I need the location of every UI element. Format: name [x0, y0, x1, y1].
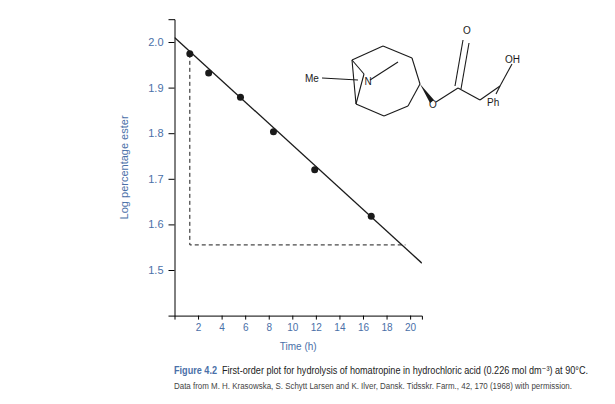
atom-label: O [429, 99, 437, 110]
y-axis: 1.5 1.6 1.7 1.8 1.9 2.0 [148, 20, 175, 316]
figure-label: Figure 4.2 [174, 364, 217, 376]
x-tick-label: 2 [196, 322, 202, 333]
y-tick-label: 2.0 [148, 36, 163, 48]
atom-label: OH [505, 54, 520, 65]
x-tick-label: 18 [381, 322, 393, 333]
x-axis: 2 4 6 8 10 12 14 16 18 20 [175, 316, 422, 333]
y-tick-label: 1.8 [148, 127, 163, 139]
bond [384, 106, 408, 116]
bond [500, 64, 512, 86]
title: First-order plot for hydrolysis of homat… [222, 364, 588, 376]
y-tick-mark [169, 179, 175, 180]
x-axis-title: Time (h) [280, 341, 317, 352]
y-axis-line [169, 20, 176, 316]
atom-label: O [463, 25, 471, 36]
bond [356, 74, 364, 104]
x-tick-label: 14 [334, 322, 346, 333]
y-tick: 1.7 [148, 173, 174, 185]
x-tick-mark [363, 316, 364, 320]
y-tick: 1.9 [148, 82, 174, 94]
y-tick: 1.8 [148, 127, 174, 139]
bond [412, 58, 420, 84]
plot-area [175, 37, 422, 263]
y-tick-mark [169, 270, 175, 271]
y-tick: 1.6 [148, 218, 174, 230]
x-tick-label: 16 [358, 322, 370, 333]
x-tick-label: 20 [405, 322, 417, 333]
bond [480, 94, 486, 100]
x-tick-label: 8 [266, 322, 272, 333]
x-tick: 10 [287, 316, 299, 333]
bond [408, 84, 420, 106]
bond [455, 40, 463, 86]
guide-line [190, 54, 406, 245]
y-tick-mark [169, 42, 175, 43]
x-tick-mark [198, 316, 199, 320]
y-tick-label: 1.7 [148, 173, 163, 185]
x-tick: 20 [405, 316, 417, 333]
atom-label: N [364, 76, 371, 87]
x-tick: 16 [358, 316, 370, 333]
x-axis-line [175, 316, 422, 320]
atom-label: Ph [487, 97, 499, 108]
y-tick-mark [169, 133, 175, 134]
x-tick: 2 [196, 316, 202, 333]
caption: Figure 4.2 First-order plot for hydrolysi… [174, 364, 588, 376]
bond [461, 43, 469, 89]
bond [352, 46, 383, 60]
bond [496, 86, 500, 94]
y-tick: 1.5 [148, 264, 174, 276]
y-axis-title: Log percentage ester [118, 115, 130, 219]
x-tick-label: 10 [287, 322, 299, 333]
atom-label: Me [305, 73, 319, 84]
y-tick-label: 1.6 [148, 218, 163, 230]
chart: 1.5 1.6 1.7 1.8 1.9 2.0 2 4 6 8 10 12 14 16 18 20 Log pe… [0, 0, 615, 404]
bond [356, 104, 384, 116]
x-tick-mark [269, 316, 270, 320]
bond [352, 60, 356, 104]
x-tick-mark [292, 316, 293, 320]
x-tick-label: 6 [243, 322, 249, 333]
x-tick-label: 4 [219, 322, 225, 333]
bond [370, 62, 398, 80]
x-tick: 6 [243, 316, 249, 333]
bond [383, 46, 412, 58]
x-tick-mark [316, 316, 317, 320]
x-tick-mark [245, 316, 246, 320]
x-tick: 12 [311, 316, 323, 333]
x-tick-mark [222, 316, 223, 320]
x-tick-mark [387, 316, 388, 320]
y-tick-label: 1.9 [148, 82, 163, 94]
y-tick: 2.0 [148, 36, 174, 48]
bond [352, 60, 364, 74]
x-tick: 8 [266, 316, 272, 333]
x-tick-label: 12 [311, 322, 323, 333]
x-tick: 4 [219, 316, 225, 333]
bond [436, 88, 458, 102]
structure [322, 40, 512, 116]
bond [458, 88, 480, 100]
bond [322, 78, 358, 80]
source-note: Data from M. H. Krasowska, S. Schytt Lar… [174, 381, 572, 391]
x-tick: 18 [381, 316, 393, 333]
y-tick-mark [169, 88, 175, 89]
x-tick-mark [339, 316, 340, 320]
fit-line [175, 37, 422, 263]
x-tick: 14 [334, 316, 346, 333]
x-tick-mark [410, 316, 411, 320]
y-tick-mark [169, 224, 175, 225]
y-tick-label: 1.5 [148, 264, 163, 276]
